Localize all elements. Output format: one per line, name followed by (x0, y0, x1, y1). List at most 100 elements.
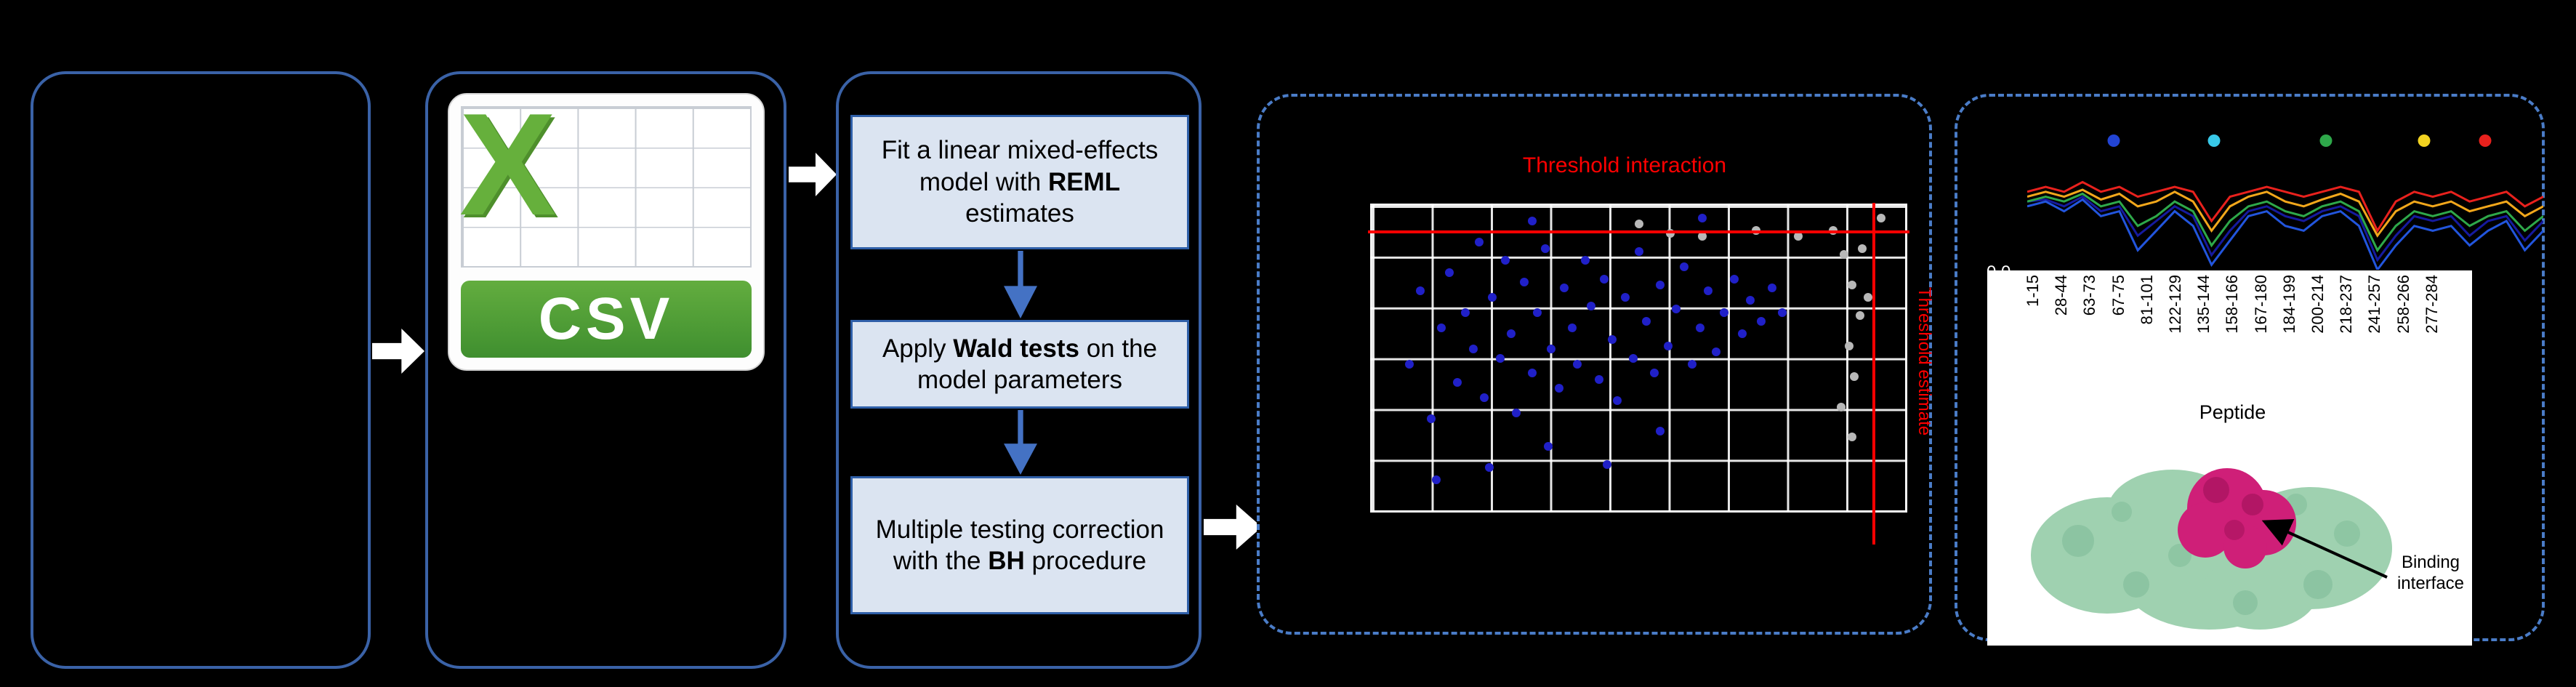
scatter-dot (1613, 396, 1622, 406)
scatter-dot (1511, 408, 1521, 417)
scatter-dot (1634, 246, 1643, 256)
scatter-dot (1679, 262, 1689, 271)
scatter-dot (1746, 295, 1755, 305)
scatter-dot (1415, 286, 1425, 296)
scatter-dot (1426, 414, 1436, 424)
binding-interface-arrow (2261, 519, 2388, 579)
scatter-dot (1845, 341, 1854, 350)
peptide-label: 135-144 (2194, 275, 2213, 334)
binding-interface-label: Binding interface (2396, 553, 2465, 593)
condition-legend-dots (2027, 133, 2543, 150)
flow-arrow-1 (372, 329, 424, 374)
panel-input (31, 71, 371, 669)
panel-results-scatter: Threshold interaction Threshold estimate (1257, 94, 1934, 635)
scatter-dot (1485, 463, 1494, 473)
scatter-dot (1778, 308, 1787, 317)
scatter-dot (1607, 335, 1617, 345)
scatter-dot (1839, 250, 1848, 260)
scatter-dot (1461, 308, 1470, 317)
protein-structure (2031, 468, 2392, 630)
scatter-dot (1695, 323, 1704, 332)
peptide-label: 81-101 (2137, 275, 2156, 325)
step-bh-correction: Multiple testing correction with the BH … (850, 476, 1189, 614)
scatter-dot (1794, 231, 1803, 241)
panel-csv: X CSV (425, 71, 786, 669)
scatter-dot (1437, 323, 1446, 332)
step-fit-model: Fit a linear mixed-effects model with RE… (850, 115, 1189, 249)
scatter-dot (1479, 393, 1489, 402)
scatter-dot (1629, 353, 1638, 363)
scatter-dot (1621, 292, 1630, 302)
peptide-label: 200-214 (2309, 275, 2327, 334)
condition-dot (2418, 134, 2431, 147)
scatter-dot (1847, 280, 1856, 289)
scatter-dot (1533, 308, 1542, 317)
scatter-dot (1431, 475, 1441, 485)
scatter-plot (1368, 203, 1909, 545)
scatter-dot (1599, 274, 1609, 284)
scatter-dot (1730, 274, 1739, 284)
scatter-dot (1581, 256, 1590, 265)
scatter-dot (1541, 244, 1550, 253)
scatter-dot (1655, 427, 1665, 436)
peptide-label: 158-166 (2223, 275, 2242, 334)
csv-file-icon: X CSV (448, 93, 765, 371)
profile-line (2027, 188, 2543, 238)
scatter-dot (1850, 371, 1859, 381)
peptide-label: 277-284 (2422, 275, 2441, 334)
scatter-dot (1445, 268, 1454, 278)
condition-dot (2479, 134, 2492, 147)
scatter-dot (1573, 359, 1582, 369)
scatter-dot (1567, 323, 1577, 332)
flow-arrow-2 (789, 153, 837, 196)
profile-line (2027, 195, 2543, 262)
condition-dot (2319, 134, 2333, 147)
scatter-dot (1554, 384, 1563, 393)
scatter-dot (1703, 286, 1712, 296)
scatter-dot (1858, 244, 1867, 253)
scatter-points (1372, 206, 1905, 510)
step-wald-tests: Apply Wald tests on the model parameters (850, 320, 1189, 409)
flow-arrow-3 (1204, 505, 1262, 550)
profile-line (2027, 198, 2543, 270)
scatter-dot (1671, 305, 1681, 314)
scatter-dot (1469, 344, 1478, 353)
peptide-label: 241-257 (2365, 275, 2384, 334)
peptide-label: 258-266 (2394, 275, 2412, 334)
panel-epitope: 0.0 1-15 28-44 63-73 67-75 81-101 122-12… (1955, 94, 2545, 646)
scatter-dot (1602, 460, 1611, 470)
peptide-label: 63-73 (2080, 275, 2099, 316)
scatter-dot (1655, 280, 1665, 289)
threshold-line-vertical (1872, 203, 1875, 545)
scatter-dot (1519, 277, 1529, 286)
scatter-dot (1767, 284, 1776, 293)
peptide-label: 218-237 (2337, 275, 2356, 334)
scatter-dot (1506, 329, 1516, 338)
binding-interface-magenta (2178, 468, 2296, 569)
scatter-dot (1642, 317, 1651, 326)
scatter-dot (1650, 369, 1659, 378)
scatter-dot (1855, 310, 1864, 320)
down-arrow-2 (1004, 410, 1037, 475)
scatter-dot (1501, 256, 1510, 265)
scatter-dot (1738, 329, 1747, 338)
scatter-title: Threshold interaction (1522, 153, 1727, 177)
scatter-dot (1847, 433, 1856, 442)
scatter-dot (1405, 359, 1414, 369)
scatter-dot (1543, 442, 1553, 451)
scatter-dot (1453, 378, 1462, 387)
axis-and-protein-panel: 1-15 28-44 63-73 67-75 81-101 122-129 13… (1987, 270, 2472, 646)
scatter-dot (1837, 402, 1846, 411)
peptide-label: 184-199 (2279, 275, 2298, 334)
peptide-label: 1-15 (2024, 275, 2042, 308)
peptide-axis-labels: 1-15 28-44 63-73 67-75 81-101 122-129 13… (2024, 275, 2442, 397)
peptide-label: 122-129 (2166, 275, 2185, 334)
scatter-dot (1474, 238, 1484, 247)
scatter-dot (1634, 220, 1643, 229)
scatter-dot (1863, 292, 1872, 302)
scatter-dot (1527, 216, 1537, 225)
scatter-dot (1663, 341, 1673, 350)
profile-line (2027, 192, 2543, 253)
peptide-label: 167-180 (2251, 275, 2270, 334)
